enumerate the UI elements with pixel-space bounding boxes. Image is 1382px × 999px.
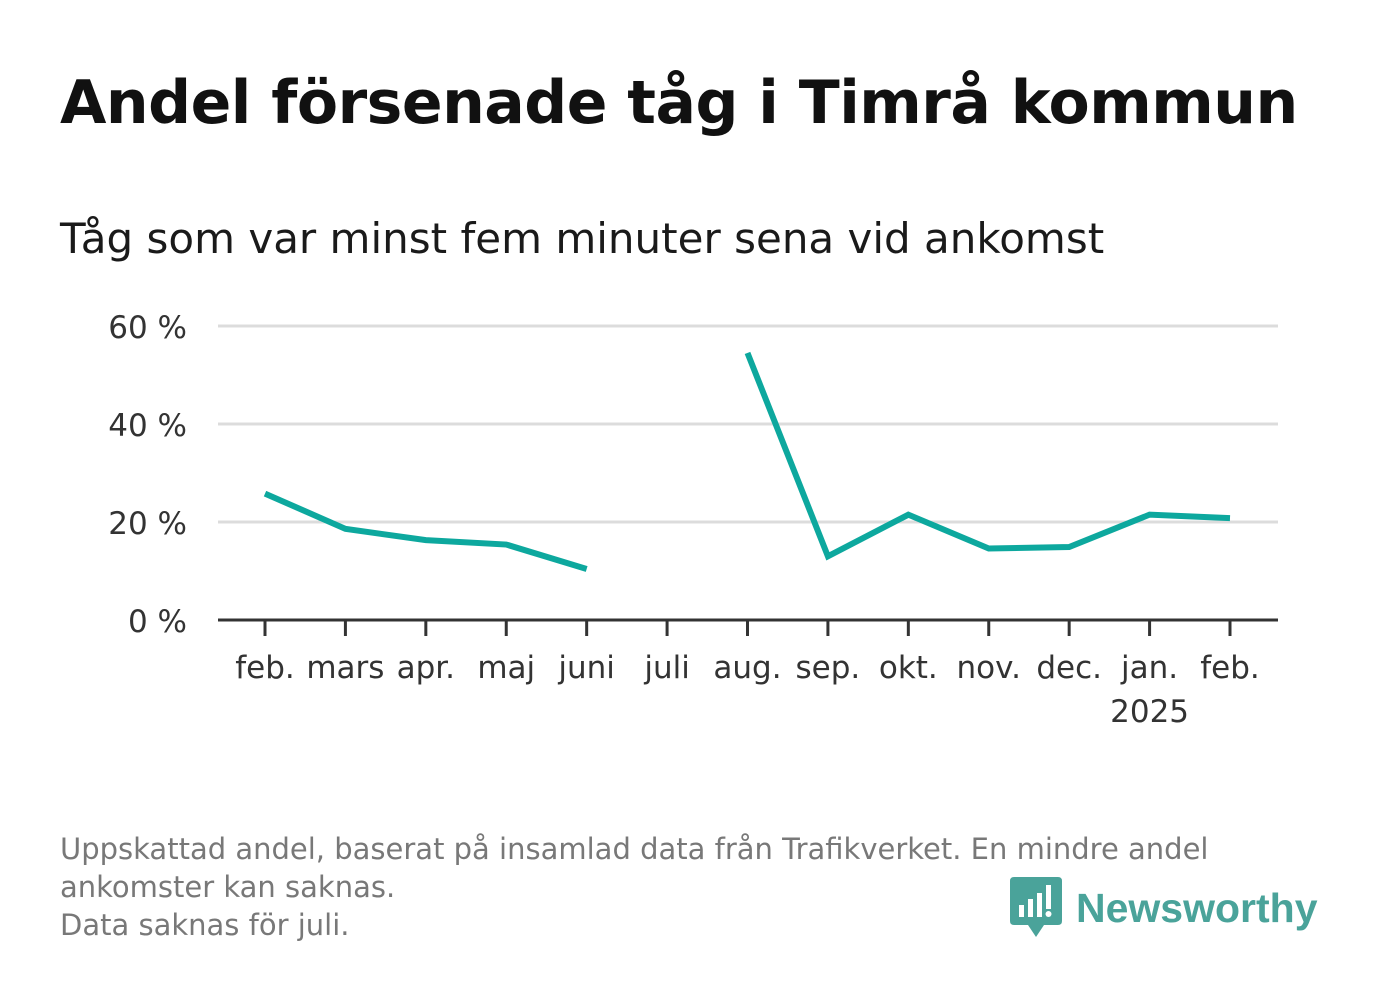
- x-tick-label: nov.: [957, 650, 1021, 686]
- chart-title: Andel försenade tåg i Timrå kommun: [60, 68, 1298, 138]
- brand-logo: Newsworthy: [1010, 876, 1318, 940]
- x-tick-label: maj: [477, 650, 535, 686]
- x-tick-label: dec.: [1036, 650, 1102, 686]
- x-tick-label: mars: [306, 650, 384, 686]
- gridlines: [218, 324, 1278, 524]
- series-line-segment: [744, 351, 1231, 561]
- x-tick-label: apr.: [397, 650, 455, 686]
- footnote-line-3: Data saknas för juli.: [60, 908, 350, 942]
- x-tick-label: feb.: [1200, 650, 1260, 686]
- x-tick-label: aug.: [713, 650, 781, 686]
- x-tick-label: okt.: [879, 650, 938, 686]
- x-tick-label: juli: [643, 650, 690, 686]
- x-tick-sublabel: 2025: [1110, 694, 1189, 730]
- y-tick-label: 0 %: [128, 604, 187, 640]
- chart-subtitle: Tåg som var minst fem minuter sena vid a…: [60, 214, 1105, 263]
- x-axis: feb. mars apr. maj juni juli aug. sep. okt. nov. d…: [218, 618, 1278, 730]
- footnote: Uppskattad andel, baserat på insamlad da…: [60, 830, 1320, 944]
- y-tick-label: 20 %: [108, 506, 187, 542]
- y-tick-label: 40 %: [108, 408, 187, 444]
- brand-name: Newsworthy: [1076, 884, 1318, 931]
- series-line-segment: [263, 490, 588, 572]
- footnote-line-2: ankomster kan saknas.: [60, 870, 396, 904]
- x-tick-label: jan.: [1120, 650, 1178, 686]
- newsworthy-logo-icon: [1010, 877, 1062, 937]
- x-tick-label: feb.: [235, 650, 295, 686]
- y-tick-label: 60 %: [108, 310, 187, 346]
- x-tick-label: sep.: [796, 650, 861, 686]
- x-tick-label: juni: [557, 650, 615, 686]
- footnote-line-1: Uppskattad andel, baserat på insamlad da…: [60, 832, 1209, 866]
- series-lines: [263, 351, 1231, 572]
- y-axis-ticks: 0 % 20 % 40 % 60 %: [108, 310, 187, 640]
